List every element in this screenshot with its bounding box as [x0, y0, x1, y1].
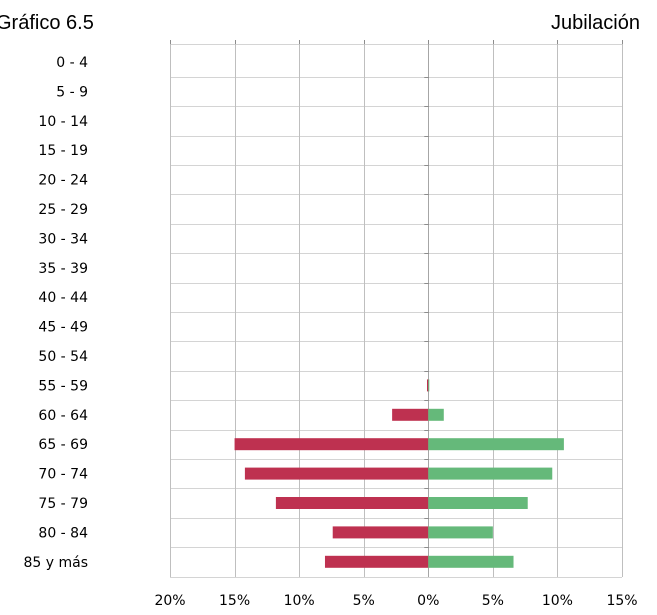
bar-right-70-74	[428, 467, 553, 480]
x-tick-label: 15%	[219, 593, 250, 609]
x-tick-label: 20%	[154, 593, 185, 609]
age-group-label: 0 - 4	[56, 55, 88, 71]
bar-right-85ymás	[428, 555, 514, 568]
age-group-label: 40 - 44	[38, 290, 88, 306]
age-group-label: 70 - 74	[38, 467, 88, 483]
x-tick-label: 15%	[606, 593, 637, 609]
x-tick-label: 0%	[417, 593, 439, 609]
chart-subtitle: Jubilación	[551, 12, 640, 34]
bar-right-65-69	[428, 438, 564, 451]
x-tick-label: 10%	[542, 593, 573, 609]
grid-lines	[170, 40, 623, 578]
age-group-labels: 0 - 4 5 - 9 10 - 14 15 - 19 20 - 24 25 - 29 30…	[23, 55, 88, 571]
bar-right-75-79	[428, 497, 528, 509]
x-axis-tick-labels: 20% 15% 10% 5% 0% 5% 10% 15%	[154, 593, 637, 609]
bar-left-70-74	[244, 467, 429, 480]
age-group-label: 45 - 49	[38, 320, 88, 336]
age-group-label: 15 - 19	[38, 143, 88, 159]
age-group-label: 20 - 24	[38, 173, 88, 189]
bar-left-75-79	[275, 497, 429, 509]
bar-right-80-84	[428, 526, 493, 539]
age-group-label: 85 y más	[23, 555, 88, 571]
bar-left-60-64	[392, 408, 429, 421]
bars	[234, 379, 564, 568]
age-group-label: 65 - 69	[38, 437, 88, 453]
age-group-label: 80 - 84	[38, 525, 88, 541]
age-group-label: 50 - 54	[38, 349, 88, 365]
bar-right-60-64	[428, 408, 444, 421]
age-group-label: 25 - 29	[38, 202, 88, 218]
bar-left-55-59	[426, 379, 429, 392]
bar-right-55-59	[428, 379, 430, 392]
bar-left-85ymás	[324, 555, 429, 568]
x-tick-label: 5%	[482, 593, 504, 609]
chart-title: Gráfico 6.5	[0, 12, 94, 34]
x-tick-label: 10%	[284, 593, 315, 609]
x-tick-label: 5%	[353, 593, 375, 609]
age-group-label: 55 - 59	[38, 378, 88, 394]
age-group-label: 5 - 9	[56, 84, 88, 100]
bar-left-65-69	[234, 438, 429, 451]
age-group-label: 35 - 39	[38, 261, 88, 277]
bar-left-80-84	[332, 526, 429, 539]
age-group-label: 60 - 64	[38, 408, 88, 424]
age-group-label: 10 - 14	[38, 114, 88, 130]
age-group-label: 75 - 79	[38, 496, 88, 512]
age-group-label: 30 - 34	[38, 231, 88, 247]
